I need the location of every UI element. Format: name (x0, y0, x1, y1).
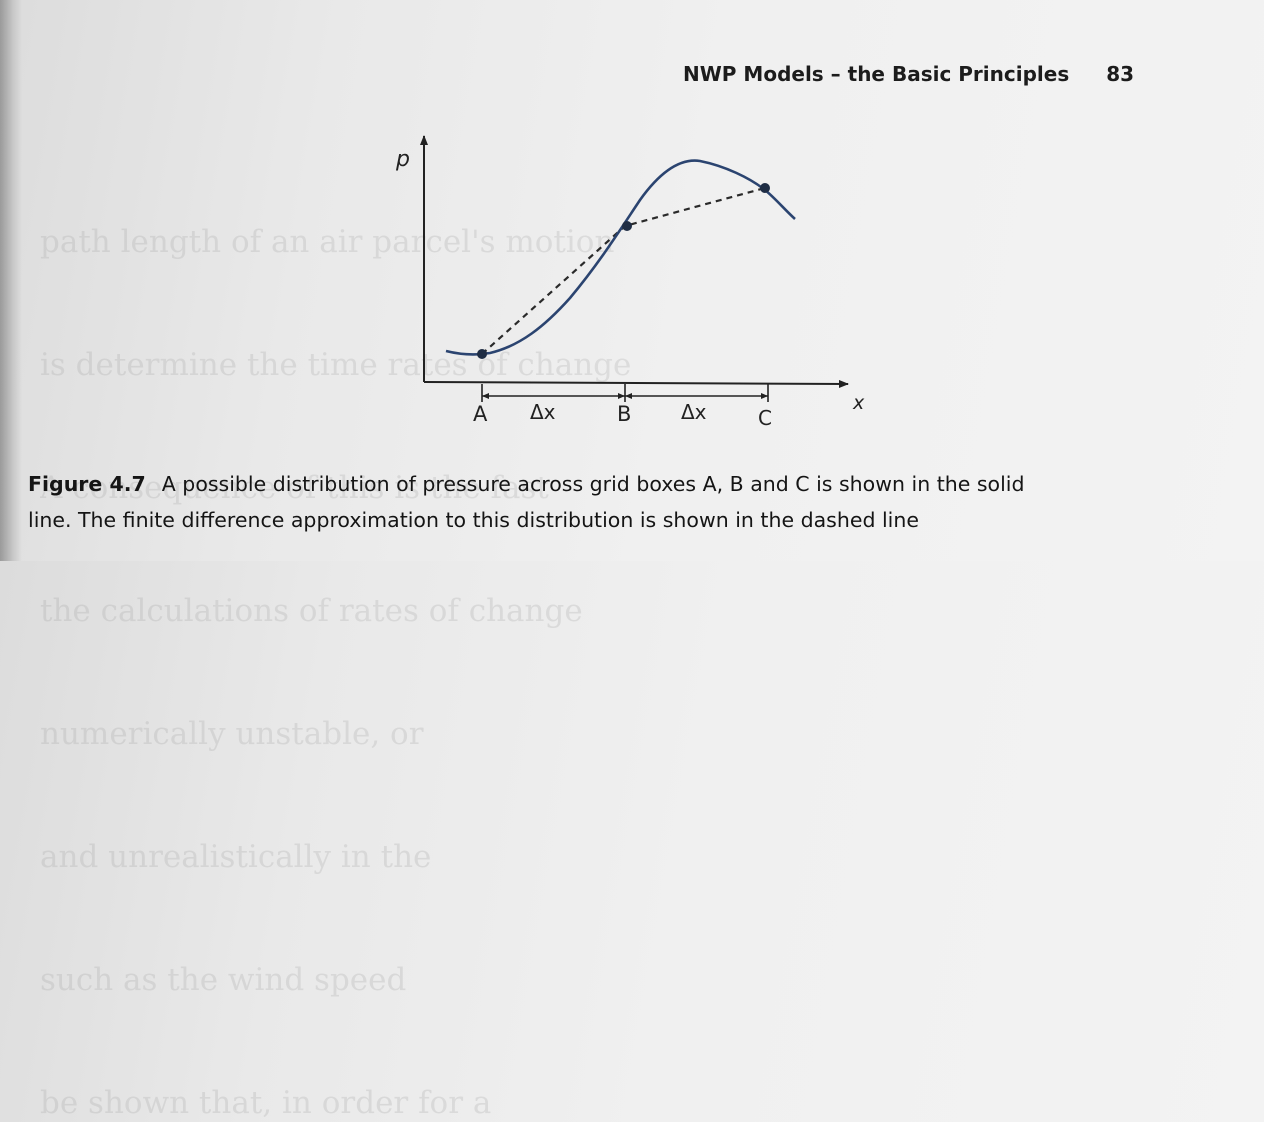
finite-difference-dashed-line (481, 186, 766, 355)
spacing-arrow-c (761, 393, 768, 399)
spacing-arrow-b-right (625, 393, 632, 399)
bleed-line: such as the wind speed (40, 962, 407, 998)
x-axis-label: x (852, 392, 865, 414)
point-label-b: B (617, 402, 631, 426)
bleed-line: the calculations of rates of change (40, 593, 583, 629)
running-head-title: NWP Models – the Basic Principles (683, 62, 1070, 86)
caption-line-1: A possible distribution of pressure acro… (161, 472, 1025, 496)
bleed-line: numerically unstable, or (40, 716, 424, 752)
bleed-line: be shown that, in order for a (40, 1085, 492, 1121)
grid-point-c (760, 183, 770, 193)
running-head: NWP Models – the Basic Principles 83 (683, 62, 1134, 86)
spacing-arrow-a (482, 393, 489, 399)
pressure-curve (445, 159, 796, 356)
figure-caption: Figure 4.7 A possible distribution of pre… (28, 466, 1238, 538)
bleed-line: path length of an air parcel's motion (40, 224, 615, 260)
y-axis-label: p (395, 147, 410, 172)
pressure-distribution-figure: p x A Δx B Δx C (395, 135, 865, 430)
spacing-arrow-b-left (618, 393, 625, 399)
book-gutter-shadow (0, 0, 22, 561)
spacing-label-2: Δx (681, 400, 707, 424)
bleed-line: A consequence of this is the fast (40, 470, 549, 506)
page-number: 83 (1106, 62, 1135, 86)
bleed-line: and unrealistically in the (40, 839, 432, 875)
point-label-c: C (758, 406, 772, 430)
caption-line-2: line. The finite difference approximatio… (28, 508, 919, 532)
grid-point-a (477, 349, 487, 359)
point-label-a: A (473, 402, 488, 426)
spacing-label-1: Δx (530, 400, 556, 424)
figure-label: Figure 4.7 (28, 472, 146, 496)
grid-point-b (622, 221, 632, 231)
x-axis (423, 379, 849, 388)
